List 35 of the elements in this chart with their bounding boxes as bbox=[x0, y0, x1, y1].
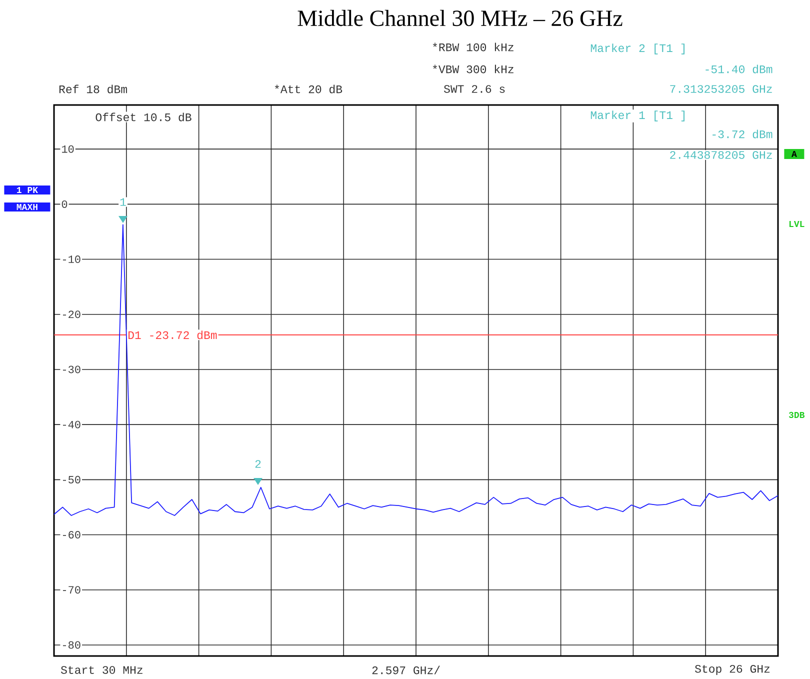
y-tick-label: -40 bbox=[62, 420, 80, 428]
text: *RBW 100 kHz bbox=[432, 42, 514, 52]
annotation: Marker 1 [T1 ] bbox=[590, 110, 684, 122]
text: A bbox=[792, 151, 797, 157]
text: MAXH bbox=[16, 204, 38, 210]
text: Marker 2 [T1 ] bbox=[590, 44, 684, 54]
text: -51.40 dBm bbox=[706, 64, 772, 74]
annotation: 2 bbox=[255, 460, 261, 468]
chart-title: Middle Channel 30 MHz – 26 GHz bbox=[298, 10, 622, 26]
text: 1 PK bbox=[17, 187, 38, 193]
y-tick-label: -30 bbox=[62, 366, 80, 374]
text: 2.597 GHz/ bbox=[372, 666, 440, 674]
text: Stop 26 GHz bbox=[695, 664, 770, 676]
text: *Att 20 dB bbox=[274, 84, 342, 94]
y-tick-label: -20 bbox=[62, 310, 80, 318]
annotation: 2.443878205 GHz bbox=[670, 151, 772, 159]
text: Ref 18 dBm bbox=[59, 84, 127, 94]
text: 7.313253205 GHz bbox=[670, 85, 772, 93]
line-series bbox=[54, 224, 778, 516]
y-tick-label: -10 bbox=[62, 256, 80, 264]
text: SWT 2.6 s bbox=[444, 85, 505, 93]
text: *VBW 300 kHz bbox=[432, 64, 514, 74]
y-tick-label: 10 bbox=[62, 145, 74, 153]
y-tick-label: -50 bbox=[62, 476, 80, 484]
annotation: Offset 10.5 dB bbox=[96, 112, 192, 122]
y-tick-label: -80 bbox=[62, 641, 80, 649]
y-tick-label: 0 bbox=[62, 200, 68, 208]
text: LVL bbox=[789, 221, 804, 227]
y-tick-label: -60 bbox=[62, 531, 80, 538]
annotation: -3.72 dBm bbox=[712, 130, 772, 138]
text: Start 30 MHz bbox=[60, 666, 142, 674]
y-tick-label: -70 bbox=[62, 586, 80, 594]
annotation: 1 bbox=[120, 198, 126, 206]
text: 3DB bbox=[788, 412, 805, 418]
ref-line-label: D1 -23.72 dBm bbox=[128, 330, 217, 340]
